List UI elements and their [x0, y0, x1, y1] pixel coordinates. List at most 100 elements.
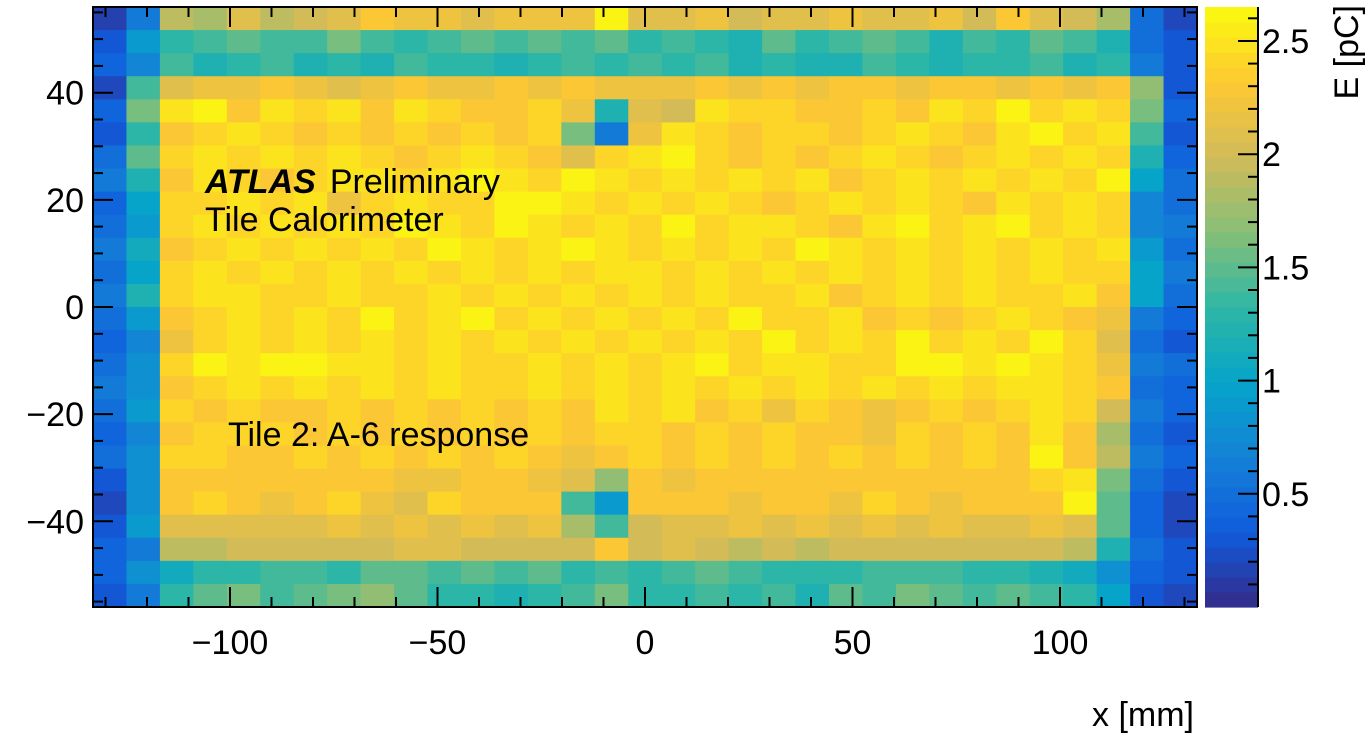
- z-tick-label: 0.5: [1262, 476, 1309, 514]
- heatmap-cell: [996, 491, 1031, 516]
- heatmap-cell: [1163, 122, 1198, 147]
- heatmap-cell: [795, 560, 830, 585]
- heatmap-cell: [93, 514, 128, 539]
- heatmap-cell: [126, 330, 161, 354]
- heatmap-cell: [962, 76, 997, 100]
- heatmap-cell: [628, 168, 663, 193]
- heatmap-cell: [1029, 537, 1064, 562]
- color-scale-band: [1205, 7, 1258, 23]
- heatmap-cell: [527, 283, 562, 308]
- heatmap-cell: [829, 307, 864, 331]
- heatmap-cell: [93, 491, 128, 516]
- color-scale-band: [1205, 577, 1258, 593]
- heatmap-cell: [226, 99, 261, 123]
- heatmap-cell: [996, 537, 1031, 562]
- heatmap-cell: [895, 53, 930, 77]
- heatmap-cell: [1029, 376, 1064, 400]
- heatmap-cell: [159, 283, 194, 308]
- heatmap-cell: [527, 30, 562, 54]
- heatmap-cell: [327, 122, 362, 147]
- heatmap-cell: [695, 445, 730, 470]
- heatmap-cell: [126, 307, 161, 331]
- heatmap-cell: [461, 445, 496, 470]
- heatmap-cell: [1063, 76, 1098, 100]
- heatmap-cell: [594, 122, 629, 147]
- heatmap-cell: [1096, 122, 1131, 147]
- heatmap-cell: [996, 53, 1031, 77]
- heatmap-cell: [327, 583, 362, 608]
- heatmap-cell: [695, 122, 730, 147]
- heatmap-cell: [193, 330, 228, 354]
- heatmap-cell: [862, 214, 897, 239]
- heatmap-cell: [394, 7, 429, 31]
- heatmap-cell: [93, 53, 128, 77]
- heatmap-cell: [494, 560, 529, 585]
- heatmap-cell: [159, 30, 194, 54]
- heatmap-cell: [829, 122, 864, 147]
- heatmap-cell: [93, 214, 128, 239]
- heatmap-cell: [293, 168, 328, 193]
- heatmap-cell: [1130, 145, 1165, 170]
- heatmap-cell: [159, 514, 194, 539]
- color-scale-band: [1205, 97, 1258, 113]
- heatmap-cell: [628, 122, 663, 147]
- heatmap-cell: [193, 145, 228, 170]
- heatmap-cell: [762, 560, 797, 585]
- heatmap-cell: [1063, 99, 1098, 123]
- heatmap-cell: [661, 353, 696, 377]
- heatmap-cell: [360, 307, 395, 331]
- heatmap-cell: [394, 445, 429, 470]
- heatmap-cell: [829, 53, 864, 77]
- heatmap-cell: [193, 376, 228, 400]
- heatmap-cell: [962, 422, 997, 447]
- heatmap-cell: [226, 260, 261, 285]
- heatmap-cell: [929, 7, 964, 31]
- heatmap-cell: [260, 491, 295, 516]
- heatmap-cell: [829, 145, 864, 170]
- heatmap-cell: [360, 560, 395, 585]
- heatmap-cell: [360, 491, 395, 516]
- heatmap-cell: [1063, 445, 1098, 470]
- heatmap-cell: [260, 191, 295, 216]
- heatmap-cell: [527, 7, 562, 31]
- heatmap-cell: [962, 330, 997, 354]
- heatmap-cell: [929, 583, 964, 608]
- heatmap-cell: [862, 7, 897, 31]
- heatmap-cell: [394, 237, 429, 262]
- heatmap-cell: [895, 514, 930, 539]
- heatmap-cell: [962, 30, 997, 54]
- heatmap-cell: [494, 537, 529, 562]
- heatmap-cell: [527, 537, 562, 562]
- heatmap-cell: [762, 307, 797, 331]
- heatmap-cell: [1130, 445, 1165, 470]
- heatmap-cell: [561, 537, 596, 562]
- heatmap-cell: [661, 445, 696, 470]
- heatmap-cell: [795, 583, 830, 608]
- heatmap-cell: [93, 168, 128, 193]
- heatmap-cell: [695, 99, 730, 123]
- heatmap-cell: [862, 445, 897, 470]
- heatmap-cell: [795, 514, 830, 539]
- heatmap-cell: [762, 214, 797, 239]
- heatmap-cell: [427, 468, 462, 493]
- heatmap-cell: [661, 537, 696, 562]
- heatmap-cell: [895, 99, 930, 123]
- heatmap-cell: [494, 514, 529, 539]
- heatmap-cell: [327, 168, 362, 193]
- heatmap-cell: [159, 7, 194, 31]
- heatmap-cell: [628, 145, 663, 170]
- heatmap-cell: [360, 145, 395, 170]
- heatmap-cell: [394, 330, 429, 354]
- heatmap-cell: [929, 422, 964, 447]
- heatmap-cell: [327, 191, 362, 216]
- heatmap-cell: [895, 560, 930, 585]
- heatmap-cell: [93, 7, 128, 31]
- heatmap-cell: [628, 376, 663, 400]
- heatmap-cell: [795, 353, 830, 377]
- heatmap-cell: [1130, 422, 1165, 447]
- heatmap-cell: [962, 214, 997, 239]
- heatmap-cell: [695, 422, 730, 447]
- heatmap-cell: [962, 7, 997, 31]
- heatmap-cell: [829, 330, 864, 354]
- heatmap-cell: [226, 491, 261, 516]
